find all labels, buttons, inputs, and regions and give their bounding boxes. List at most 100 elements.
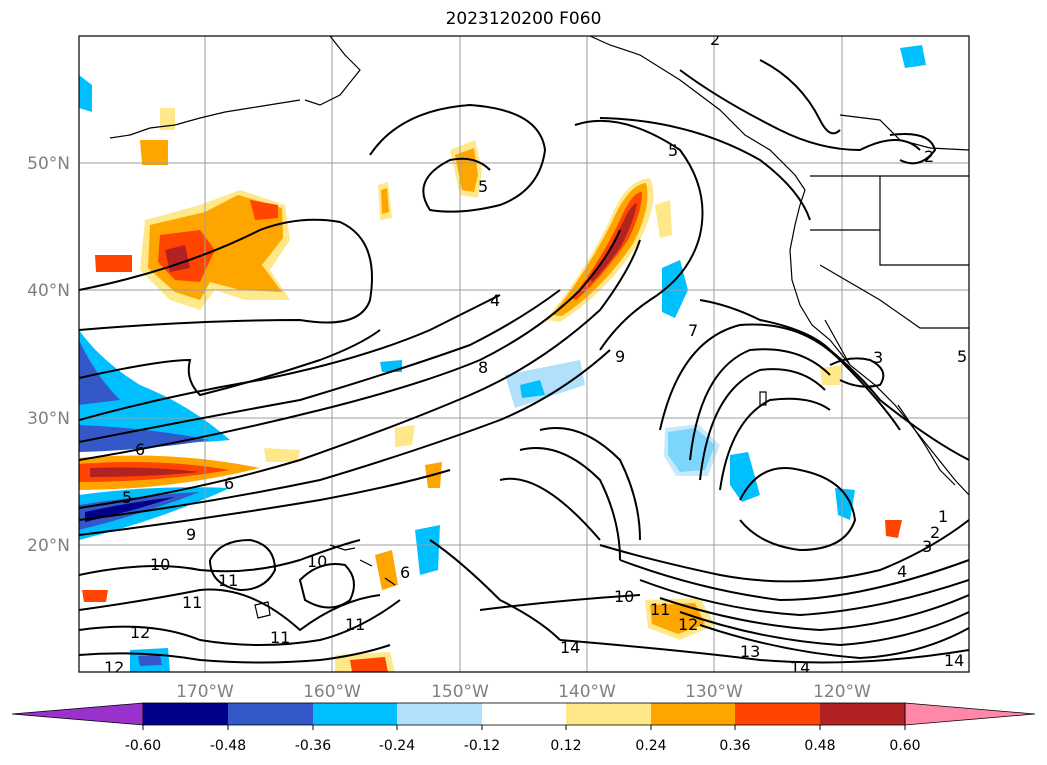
colorbar-tick-label: 0.48 [804,738,835,754]
contour-label: 10 [307,552,327,571]
contour-label: 9 [186,525,196,544]
colorbar-tick-label: 0.12 [550,738,581,754]
contour-label: 14 [560,638,580,657]
contour-label: 3 [873,348,883,367]
map-frame [78,35,970,673]
contour-label: 6 [224,474,234,493]
shade-region-red [95,255,132,272]
shade-region-yellow [264,448,300,462]
contour-label: 11 [650,600,670,619]
shade-region-red [250,200,278,220]
lon-label: 130°W [685,682,743,702]
contour-label: 4 [490,291,500,310]
shade-region-darkred [90,467,200,477]
colorbar: -0.60 -0.48 -0.36 -0.24 -0.12 0.12 0.24 … [11,702,1036,754]
contour-label: 14 [790,658,810,677]
contour-label: 2 [924,147,934,166]
shade-region-yellow [655,200,672,238]
shade-region-darkblue [79,425,210,452]
shade-region-yellow [160,108,175,130]
lon-label: 120°W [813,682,871,702]
colorbar-bin [566,703,651,725]
coastlines [304,36,969,496]
contour-label: 12 [678,615,698,634]
contour-label: 11 [182,593,202,612]
shade-region-red [82,590,108,602]
contours [79,59,969,664]
contour-label: 11 [270,628,290,647]
latitude-labels: 50°N 40°N 30°N 20°N [27,154,70,556]
contour-label: 11 [218,571,238,590]
colorbar-tick-label: 0.24 [635,738,666,754]
colorbar-bin [313,703,397,725]
contour-label: 5 [668,141,678,160]
colorbar-tick-label: -0.24 [379,738,415,754]
contour-label: 11 [345,615,365,634]
gridlines [79,36,969,672]
colorbar-extend-high [904,702,1036,726]
colorbar-tick-label: -0.12 [464,738,500,754]
contour-label: 9 [615,347,625,366]
shade-region-red [350,657,388,672]
longitude-labels: 170°W 160°W 150°W 140°W 130°W 120°W [176,682,871,702]
shade-region-blue [79,75,92,112]
contour-label: 12 [130,623,150,642]
contour-label: 7 [688,321,698,340]
shade-region-darkblue [79,340,120,405]
contour-label: 5 [122,488,132,507]
shade-region-orange [140,140,168,165]
contour-labels: 2 2 5 5 4 8 9 7 3 5 6 6 5 9 10 11 11 10 … [104,30,967,677]
shade-region-blue [415,525,440,575]
lon-label: 140°W [558,682,616,702]
colorbar-tick-label: -0.48 [210,738,246,754]
contour-label: 13 [740,642,760,661]
colorbar-bin [143,703,228,725]
lon-label: 160°W [303,682,361,702]
colorbar-bin [735,703,820,725]
shade-region-blue [79,330,230,445]
contour-label: 14 [944,651,964,670]
contour-label: 10 [150,555,170,574]
colorbar-frame [142,702,906,726]
colorbar-tick-label: -0.60 [125,738,161,754]
contour-label: 4 [897,562,907,581]
lat-label: 30°N [27,409,70,429]
lat-label: 20°N [27,536,70,556]
contour-label: 12 [104,658,124,677]
contour-label: 8 [478,358,488,377]
lat-label: 40°N [27,281,70,301]
colorbar-bin [651,703,735,725]
colorbar-bin [397,703,482,725]
contour-label: 6 [135,440,145,459]
shade-region-red [885,520,902,538]
islands [109,99,767,619]
shade-region-blue [835,488,855,520]
shade-region-blue [900,45,926,68]
lon-label: 150°W [431,682,489,702]
colorbar-bin [482,703,566,725]
contour-label: 6 [400,563,410,582]
shade-region-yellow [395,425,415,447]
contour-label: 2 [930,523,940,542]
colorbar-tick-label: 0.60 [889,738,920,754]
shade-region-orange [381,188,389,214]
shade-region-darkblue [138,655,162,666]
colorbar-bin [820,703,905,725]
contour-label: 2 [710,30,720,49]
contour-label: 1 [938,507,948,526]
shade-region-blue [730,452,760,502]
shade-region-blue [520,380,545,398]
shade-region-blue [662,260,688,318]
lon-label: 170°W [176,682,234,702]
contour-label: 5 [957,347,967,366]
lat-label: 50°N [27,154,70,174]
colorbar-tick-label: 0.36 [719,738,750,754]
colorbar-extend-low [11,702,144,726]
map-panel: 2 2 5 5 4 8 9 7 3 5 6 6 5 9 10 11 11 10 … [78,30,970,677]
contour-label: 10 [614,587,634,606]
colorbar-ticks [142,725,906,730]
contour-label: 3 [922,537,932,556]
shade-region-orange [375,550,398,590]
shade-region-red [572,192,642,300]
page-title: 2023120200 F060 [445,9,602,29]
